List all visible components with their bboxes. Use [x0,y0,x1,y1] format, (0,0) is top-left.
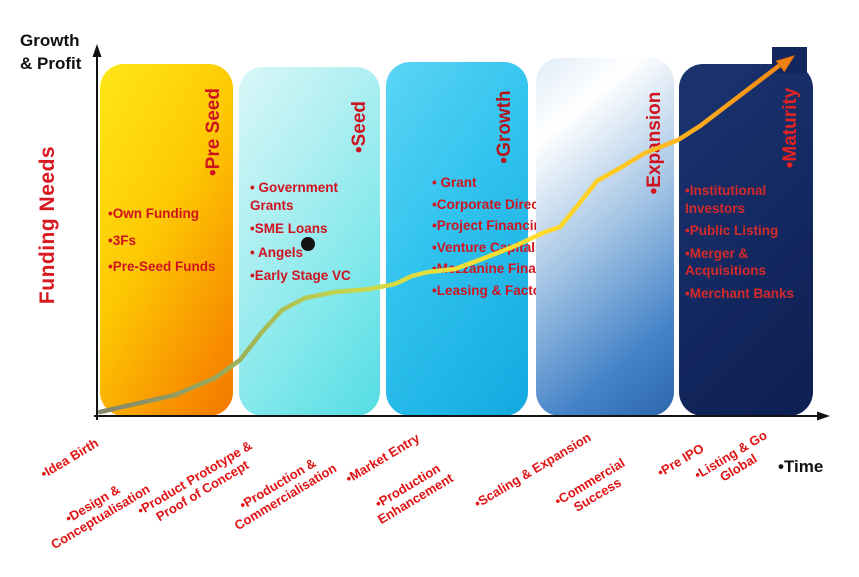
maturity-top-notch [772,47,807,73]
x-axis-time-label: •Time [778,457,824,476]
list-item: • Angels [250,244,303,260]
list-item: •Own Funding [108,206,199,221]
stage-box-growth: •Growth • Grant •Corporate Direct Invest… [386,62,618,416]
list-item: •Merchant Banks [685,285,795,301]
list-item: •Institutional Investors [685,183,767,216]
stage-box-seed: •Seed • Government Grants •SME Loans • A… [239,67,380,416]
list-item: •Early Stage VC [250,268,351,284]
list-item: • Government Grants [250,180,338,213]
y-axis-label: Growth & Profit [20,30,81,76]
stage-label-expansion: •Expansion [644,91,665,195]
stage-label-growth: •Growth [494,90,515,164]
x-axis-arrowhead [817,411,830,421]
seed-items: • Government Grants •SME Loans • Angels … [250,179,374,291]
y-axis-label-line2: & Profit [20,53,82,73]
list-item: •Pre-Seed Funds [108,259,216,275]
funding-needs-label: Funding Needs [36,145,59,305]
maturity-items: •Institutional Investors •Public Listing… [685,182,811,307]
stage-box-pre-seed: •Pre Seed •Own Funding •3Fs •Pre-Seed Fu… [100,64,233,416]
phase-label-commercial-success: •Commercial Success [551,454,628,515]
stage-box-expansion: •Expansion [536,58,674,416]
phase-label-design: •Design & Conceptualisation [48,481,153,553]
stage-label-seed: •Seed [349,100,370,154]
list-item: •Merger & Acquisitions [685,245,767,279]
pre-seed-items: •Own Funding •3Fs •Pre-Seed Funds [108,205,228,285]
list-item: •SME Loans [250,221,328,237]
stage-label-pre-seed: •Pre Seed [203,88,224,176]
y-axis-label-line1: Growth [20,31,80,50]
stage-box-maturity: •Maturity •Institutional Investors •Publ… [679,47,813,416]
stage-label-maturity: •Maturity [780,87,801,169]
y-axis-arrowhead [92,44,102,57]
list-item: •Public Listing [685,223,779,239]
phase-label-idea-birth: •Idea Birth [37,435,102,482]
list-item: •3Fs [108,232,136,248]
